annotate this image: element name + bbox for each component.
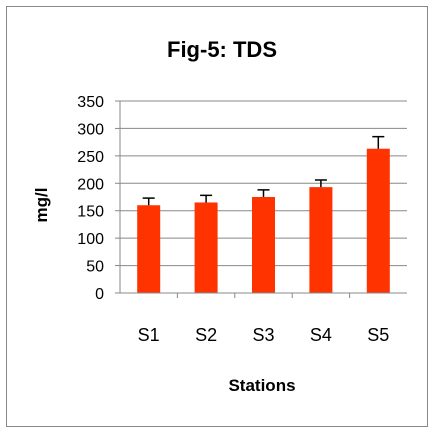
y-tick-label-200: 200	[77, 176, 104, 193]
y-tick-labels: 0 50 100 150 200 250 300 350	[77, 94, 120, 303]
y-tick-label-250: 250	[77, 149, 104, 166]
y-tick-label-350: 350	[77, 94, 104, 111]
x-tick-label-S1: S1	[138, 325, 160, 345]
y-axis-title: mg/l	[32, 188, 51, 223]
y-tick-label-100: 100	[77, 231, 104, 248]
x-tick-labels: S1 S2 S3 S4 S5	[138, 293, 389, 345]
x-tick-label-S5: S5	[367, 325, 389, 345]
x-axis-title: Stations	[228, 376, 295, 395]
y-tick-label-50: 50	[86, 259, 104, 276]
bar-S5	[366, 148, 390, 293]
y-tick-label-0: 0	[95, 286, 104, 303]
x-tick-label-S4: S4	[310, 325, 332, 345]
bar-S1	[137, 205, 161, 293]
x-tick-label-S2: S2	[195, 325, 217, 345]
y-tick-label-300: 300	[77, 121, 104, 138]
y-tick-label-150: 150	[77, 204, 104, 221]
axes	[119, 101, 407, 294]
bar-S3	[252, 197, 275, 293]
bar-S4	[309, 187, 333, 293]
bar-S2	[194, 202, 218, 293]
x-tick-label-S3: S3	[252, 325, 274, 345]
chart-title: Fig-5: TDS	[167, 37, 277, 62]
error-bars	[142, 135, 385, 206]
bars	[137, 148, 390, 293]
